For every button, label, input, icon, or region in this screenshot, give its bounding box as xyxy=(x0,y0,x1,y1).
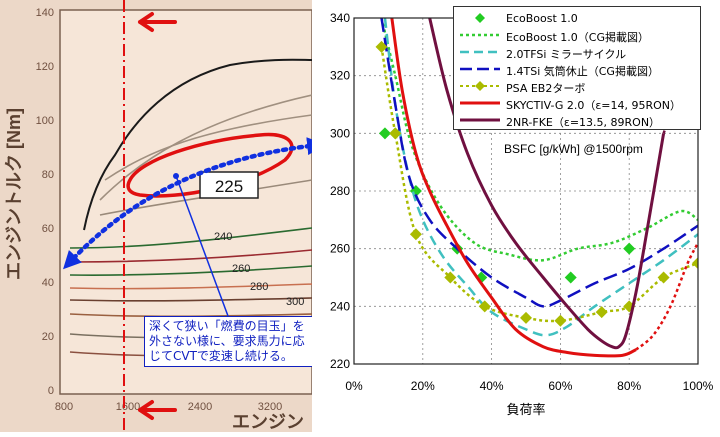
contour-label-300: 300 xyxy=(286,296,304,308)
map-y-tick: 140 xyxy=(36,7,54,19)
map-x-tick: 800 xyxy=(55,401,73,413)
series-point-4 xyxy=(595,306,608,319)
series-clip-group xyxy=(375,18,698,358)
contour-label-260: 260 xyxy=(232,263,250,275)
series-point-4 xyxy=(375,40,388,53)
map-y-tick: 60 xyxy=(42,223,54,235)
series-point-4 xyxy=(520,311,532,324)
map-y-tick: 0 xyxy=(48,385,54,397)
annotation-note: 深くて狭い「燃費の目玉」を外さない様に、要求馬力に応じてCVTで変速し続ける。 xyxy=(144,316,316,367)
series-point-4 xyxy=(692,257,698,270)
legend-swatch-dashed xyxy=(460,50,500,54)
series-point-4 xyxy=(657,271,670,284)
legend-item: EcoBoost 1.0（CG掲載図） xyxy=(454,28,702,45)
y-tick-label: 340 xyxy=(330,11,350,25)
bsfc-x-ticks: 0% 20% 40% 60% 80% 100% xyxy=(345,379,713,393)
map-x-tick: 1600 xyxy=(116,401,140,413)
legend-label: PSA EB2ターボ xyxy=(506,82,586,95)
y-tick-label: 220 xyxy=(330,357,350,371)
legend-label: 1.4TSi 気筒休止（CG掲載図） xyxy=(506,65,659,78)
contour-label-225: 225 xyxy=(215,177,243,196)
engine-map-panel: 140 120 100 80 60 40 20 0 800 1600 2400 … xyxy=(0,0,316,432)
contour-line xyxy=(69,297,313,302)
series-line-7 xyxy=(635,242,698,351)
legend-item: EcoBoost 1.0 xyxy=(454,11,702,28)
legend-swatch-dotted xyxy=(460,33,500,37)
x-tick-label: 60% xyxy=(548,379,572,393)
y-tick-label: 300 xyxy=(330,126,350,140)
map-y-tick: 80 xyxy=(42,169,54,181)
legend-swatch-marker xyxy=(475,13,485,23)
legend-label: EcoBoost 1.0（CG掲載図） xyxy=(506,31,649,44)
legend-swatch-longdash xyxy=(460,67,500,71)
series-line-5 xyxy=(390,18,637,358)
map-x-tick: 3200 xyxy=(258,401,282,413)
legend-item: SKYCTIV-G 2.0（ε=14, 95RON） xyxy=(454,96,702,113)
series-line-3 xyxy=(380,18,698,308)
series-point-0 xyxy=(378,127,391,140)
contour-label-280: 280 xyxy=(250,281,268,293)
map-x-ticks: 800 1600 2400 3200 xyxy=(55,401,282,413)
contour-line xyxy=(69,283,313,290)
bsfc-x-label: 負荷率 xyxy=(506,402,545,417)
engine-map-svg: 140 120 100 80 60 40 20 0 800 1600 2400 … xyxy=(0,0,313,432)
map-y-tick: 120 xyxy=(36,61,54,73)
legend-item: 2.0TFSi ミラーサイクル xyxy=(454,45,702,62)
y-tick-label: 280 xyxy=(330,184,350,198)
bsfc-title: BSFC [g/kWh] @1500rpm xyxy=(504,142,643,156)
red-arrow-bottom-icon xyxy=(138,400,177,420)
series-point-0 xyxy=(564,271,577,284)
map-x-label: エンジン xyxy=(232,412,304,432)
map-y-tick: 100 xyxy=(36,115,54,127)
series-point-0 xyxy=(409,185,422,197)
series-point-0 xyxy=(623,242,636,255)
callout-dot xyxy=(173,173,179,179)
series-line-1 xyxy=(380,18,698,262)
legend-label: SKYCTIV-G 2.0（ε=14, 95RON） xyxy=(506,99,682,112)
legend-item: 1.4TSi 気筒休止（CG掲載図） xyxy=(454,62,702,79)
legend-swatch-dotted-marker xyxy=(460,81,500,91)
map-x-tick: 2400 xyxy=(188,401,212,413)
y-tick-label: 260 xyxy=(330,242,350,256)
y-tick-label: 240 xyxy=(330,299,350,313)
contour-label-240: 240 xyxy=(214,231,232,243)
map-y-tick: 20 xyxy=(42,331,54,343)
y-tick-label: 320 xyxy=(330,69,350,83)
bsfc-y-ticks: 220 240 260 280 300 320 340 xyxy=(330,11,350,371)
map-y-tick: 40 xyxy=(42,277,54,289)
legend-label: 2NR-FKE（ε=13.5, 89RON） xyxy=(506,116,661,129)
x-tick-label: 40% xyxy=(480,379,504,393)
legend-item: 2NR-FKE（ε=13.5, 89RON） xyxy=(454,113,702,130)
series-point-4 xyxy=(409,228,422,241)
x-tick-label: 0% xyxy=(345,379,363,393)
legend: EcoBoost 1.0 EcoBoost 1.0（CG掲載図） 2.0TFSi… xyxy=(453,6,701,130)
series-point-4 xyxy=(478,300,491,313)
legend-item: PSA EB2ターボ xyxy=(454,79,702,96)
bsfc-series xyxy=(375,18,698,358)
legend-swatch-solid-maroon xyxy=(460,118,500,122)
red-arrow-top-icon xyxy=(138,12,177,32)
series-line-6 xyxy=(428,18,666,350)
legend-label: 2.0TFSi ミラーサイクル xyxy=(506,48,627,61)
map-y-ticks: 140 120 100 80 60 40 20 0 xyxy=(36,7,54,397)
map-y-label: エンジントルク [Nm] xyxy=(4,108,24,280)
series-point-4 xyxy=(389,127,402,140)
series-point-4 xyxy=(444,271,457,284)
x-tick-label: 100% xyxy=(683,379,714,393)
legend-label: EcoBoost 1.0 xyxy=(506,12,578,25)
series-point-4 xyxy=(554,314,567,327)
x-tick-label: 80% xyxy=(617,379,641,393)
legend-swatch-solid-red xyxy=(460,101,500,105)
x-tick-label: 20% xyxy=(411,379,435,393)
